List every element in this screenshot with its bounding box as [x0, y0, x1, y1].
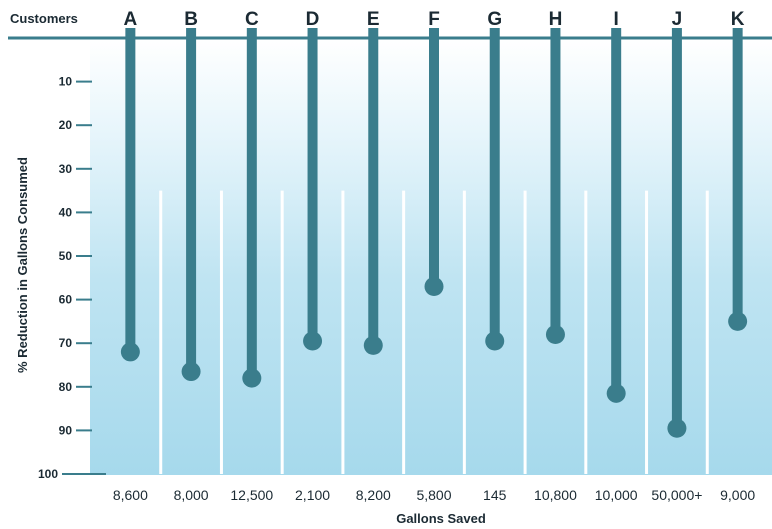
gallons-saved-label: 145	[483, 487, 507, 503]
customer-letter: F	[428, 9, 440, 30]
y-axis: 10 20 30 40 50 60 70 80 90 100	[38, 75, 106, 481]
y-tick-label: 100	[38, 467, 58, 481]
lollipop-head	[485, 331, 505, 351]
lollipop-series	[120, 28, 748, 438]
lollipop-head	[667, 418, 687, 438]
y-tick-label: 70	[59, 336, 73, 350]
customer-letter: I	[614, 9, 619, 30]
customer-letters: A B C D E F G H I J K	[123, 9, 744, 30]
lollipop-head	[728, 311, 748, 331]
gallons-saved-label: 10,000	[595, 487, 638, 503]
x-axis-title: Gallons Saved	[396, 511, 486, 526]
lollipop-head	[424, 277, 444, 297]
customer-letter: E	[367, 9, 380, 30]
gallons-saved-label: 5,800	[416, 487, 451, 503]
lollipop-head	[303, 331, 323, 351]
lollipop-head	[120, 342, 140, 362]
lollipop-head	[242, 368, 262, 388]
lollipop-head	[606, 383, 626, 403]
y-tick-label: 30	[59, 162, 73, 176]
y-tick-label: 50	[59, 249, 73, 263]
y-tick-label: 20	[59, 118, 73, 132]
customer-letter: C	[245, 9, 259, 30]
gallons-saved-label: 10,800	[534, 487, 577, 503]
customer-letter: K	[731, 9, 745, 30]
customer-letter: J	[672, 9, 683, 30]
y-axis-title: % Reduction in Gallons Consumed	[15, 157, 30, 373]
column-separators	[159, 190, 709, 474]
lollipop-head	[363, 335, 383, 355]
gallons-saved-label: 8,600	[113, 487, 148, 503]
customer-letter: H	[549, 9, 563, 30]
y-tick-label: 60	[59, 293, 73, 307]
lollipop-head	[545, 324, 565, 344]
y-tick-label: 80	[59, 380, 73, 394]
customer-letter: A	[123, 9, 137, 30]
y-tick-label: 40	[59, 205, 73, 219]
gallons-saved-label: 9,000	[720, 487, 755, 503]
gallons-saved-label: 50,000+	[651, 487, 702, 503]
customer-letter: D	[306, 9, 320, 30]
lollipop-head	[181, 362, 201, 382]
customer-letter: B	[184, 9, 198, 30]
y-tick-label: 10	[59, 75, 73, 89]
gallons-saved-label: 8,200	[356, 487, 391, 503]
customers-header: Customers	[10, 11, 78, 26]
gallons-saved-label: 12,500	[230, 487, 273, 503]
y-tick-label: 90	[59, 423, 73, 437]
gallons-saved-label: 8,000	[174, 487, 209, 503]
customer-letter: G	[487, 9, 502, 30]
gallons-saved-label: 2,100	[295, 487, 330, 503]
gallons-saved-labels: 8,600 8,000 12,500 2,100 8,200 5,800 145 10,800…	[113, 487, 756, 503]
